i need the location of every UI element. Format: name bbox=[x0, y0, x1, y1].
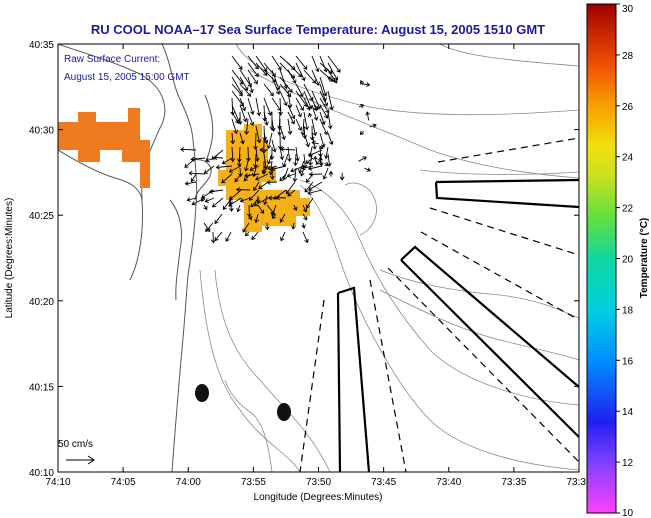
colorbar-tick-label: 30 bbox=[622, 4, 634, 15]
colorbar-tick-label: 16 bbox=[622, 356, 634, 367]
colorbar-label: Temperature (°C) bbox=[639, 218, 650, 299]
y-tick-label: 40:25 bbox=[29, 211, 54, 222]
marker-ellipse-2 bbox=[277, 403, 291, 421]
x-tick-label: 74:05 bbox=[111, 477, 136, 488]
sst-patch-north-strip bbox=[230, 168, 244, 178]
x-tick-label: 74:00 bbox=[176, 477, 201, 488]
y-tick-label: 40:30 bbox=[29, 126, 54, 137]
colorbar-tick-label: 22 bbox=[622, 204, 634, 215]
colorbar-tick-label: 14 bbox=[622, 407, 634, 418]
marker-ellipse-1 bbox=[195, 384, 209, 402]
colorbar-tick-label: 26 bbox=[622, 102, 634, 113]
x-tick-label: 73:45 bbox=[371, 477, 396, 488]
colorbar-tick-label: 20 bbox=[622, 255, 634, 266]
y-tick-label: 40:10 bbox=[29, 468, 54, 479]
overlay-line-2: August 15, 2005 15:00 GMT bbox=[64, 72, 190, 83]
sst-map-figure: RU COOL NOAA–17 Sea Surface Temperature:… bbox=[0, 0, 651, 518]
chart-title: RU COOL NOAA–17 Sea Surface Temperature:… bbox=[91, 22, 545, 37]
colorbar-tick-label: 12 bbox=[622, 458, 634, 469]
x-tick-label: 73:35 bbox=[501, 477, 526, 488]
x-axis-label: Longitude (Degrees:Minutes) bbox=[254, 492, 383, 503]
y-tick-label: 40:15 bbox=[29, 382, 54, 393]
x-tick-label: 73:55 bbox=[241, 477, 266, 488]
colorbar-ticks: 30 28 26 24 22 20 18 16 14 12 10 bbox=[616, 4, 634, 518]
colorbar-tick-label: 28 bbox=[622, 51, 634, 62]
plot-area bbox=[58, 44, 579, 472]
colorbar-tick-label: 18 bbox=[622, 305, 634, 316]
overlay-line-1: Raw Surface Current: bbox=[64, 54, 160, 65]
x-tick-label: 73:50 bbox=[306, 477, 331, 488]
x-tick-label: 73:40 bbox=[436, 477, 461, 488]
colorbar bbox=[587, 4, 616, 513]
y-tick-label: 40:35 bbox=[29, 40, 54, 51]
y-axis-label: Latitude (Degrees:Minutes) bbox=[4, 198, 15, 319]
colorbar-tick-label: 10 bbox=[622, 508, 634, 518]
y-tick-label: 40:20 bbox=[29, 297, 54, 308]
colorbar-tick-label: 24 bbox=[622, 153, 634, 164]
scale-arrow-label: 50 cm/s bbox=[58, 439, 93, 450]
